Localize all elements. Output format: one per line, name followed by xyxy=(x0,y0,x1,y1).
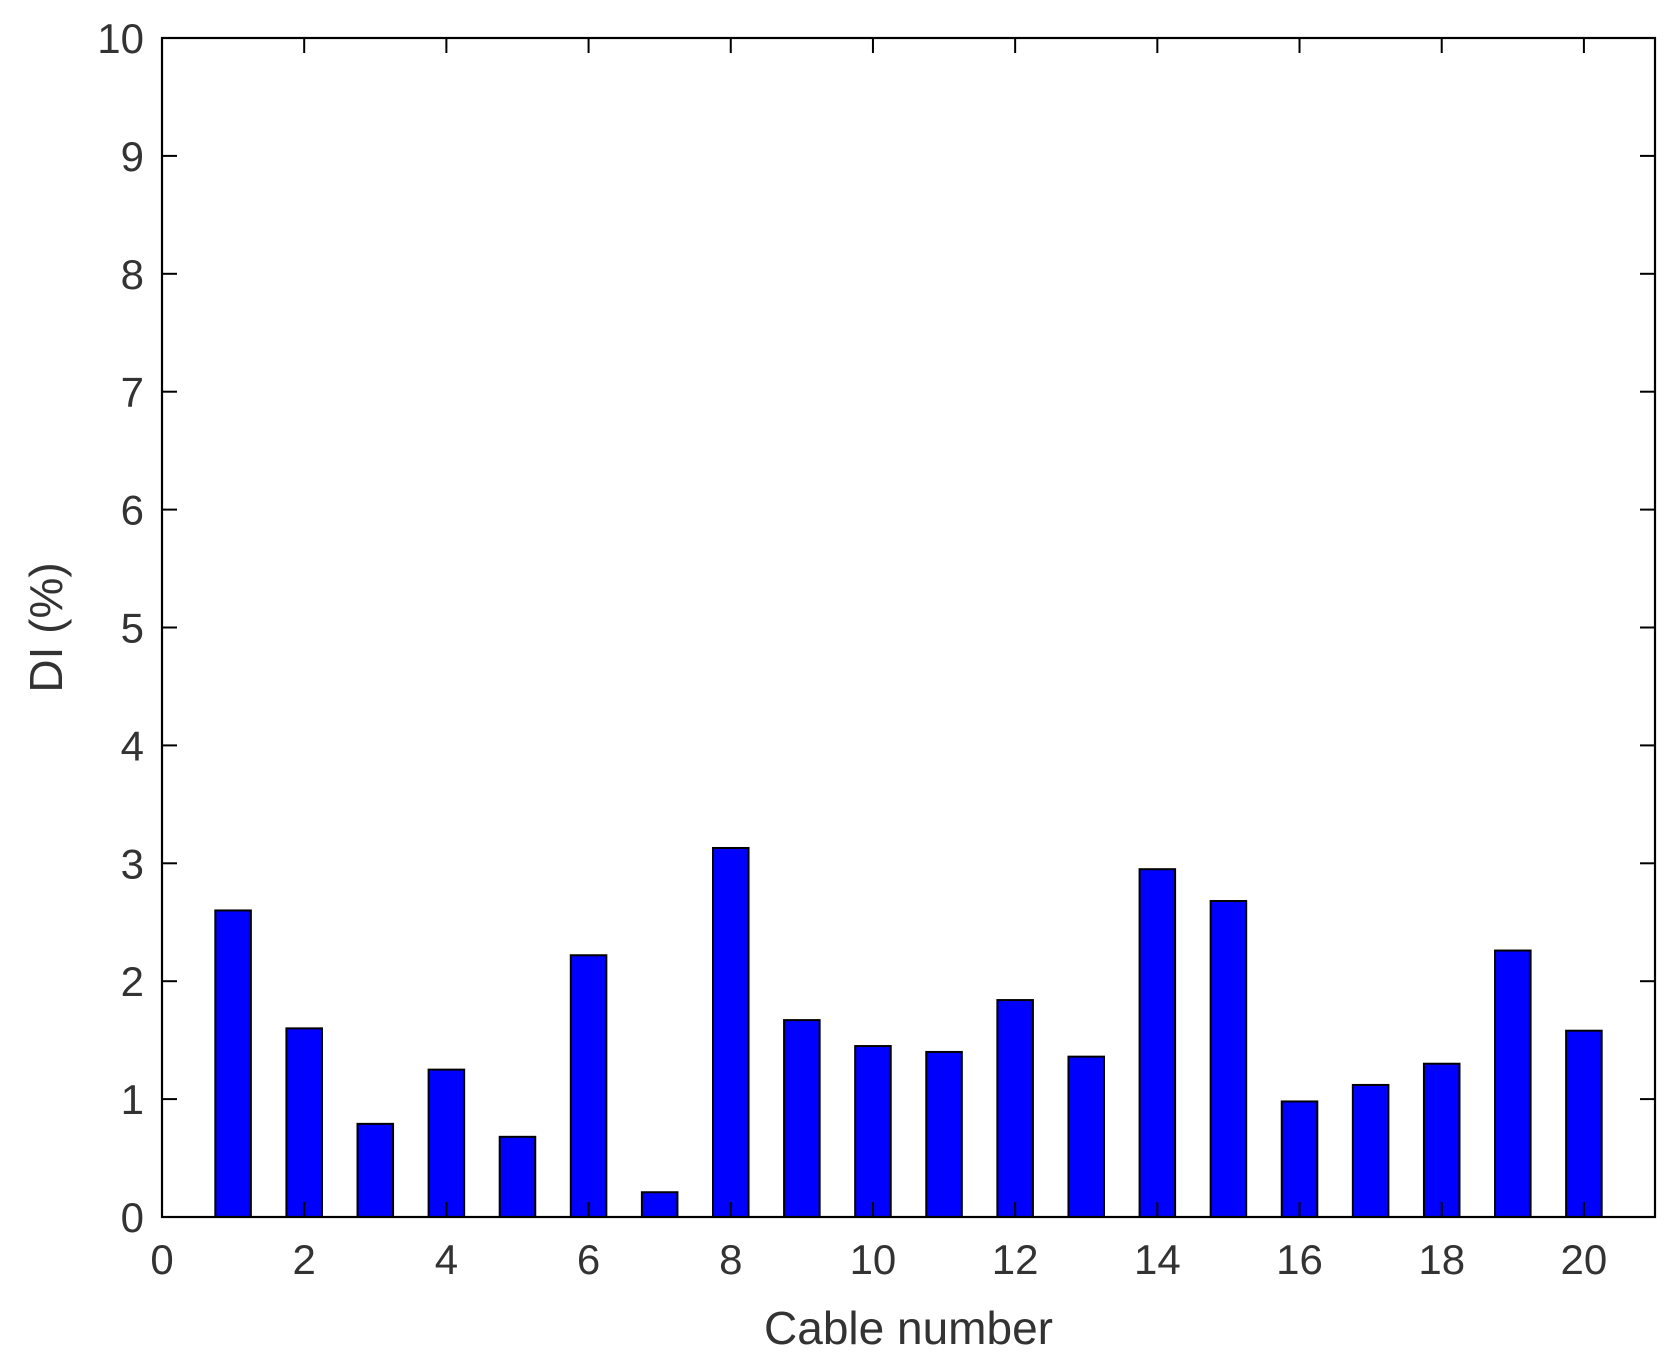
y-tick-label: 10 xyxy=(97,15,144,62)
y-axis-label: DI (%) xyxy=(20,562,72,692)
bar-cable-15 xyxy=(1209,900,1248,1218)
bar-cable-16 xyxy=(1280,1100,1319,1219)
bar-cable-1 xyxy=(214,909,252,1219)
bar-cable-7 xyxy=(640,1191,679,1218)
bar-cable-11 xyxy=(925,1050,963,1218)
bars-layer xyxy=(214,846,1603,1219)
bar-cable-5 xyxy=(498,1135,537,1218)
bar-cable-9 xyxy=(783,1019,821,1218)
bar-cable-3 xyxy=(356,1122,395,1219)
y-tick-label: 0 xyxy=(121,1194,144,1241)
x-tick-label: 2 xyxy=(293,1236,316,1283)
bar-cable-6 xyxy=(569,954,608,1219)
x-tick-label: 10 xyxy=(850,1236,897,1283)
y-tick-label: 5 xyxy=(121,605,144,652)
y-tick-label: 4 xyxy=(121,722,144,769)
bar-cable-4 xyxy=(427,1068,466,1218)
x-tick-label: 6 xyxy=(577,1236,600,1283)
bar-cable-20 xyxy=(1565,1029,1603,1219)
bar-cable-19 xyxy=(1494,949,1532,1219)
bar-cable-13 xyxy=(1067,1055,1106,1218)
x-tick-label: 12 xyxy=(992,1236,1039,1283)
x-tick-label: 4 xyxy=(435,1236,458,1283)
x-tick-label: 18 xyxy=(1418,1236,1465,1283)
plot-frame xyxy=(160,36,1657,1219)
y-tick-label: 8 xyxy=(121,251,144,298)
bar-cable-17 xyxy=(1351,1083,1390,1219)
y-tick-label: 7 xyxy=(121,369,144,416)
y-tick-label: 6 xyxy=(121,487,144,534)
bar-cable-2 xyxy=(285,1027,323,1218)
y-tick-label: 2 xyxy=(121,958,144,1005)
bar-cable-8 xyxy=(711,846,750,1219)
x-tick-label: 14 xyxy=(1134,1236,1181,1283)
y-tick-label: 9 xyxy=(121,133,144,180)
x-axis-label: Cable number xyxy=(764,1302,1053,1354)
x-tick-label: 8 xyxy=(719,1236,742,1283)
bar-cable-12 xyxy=(996,999,1034,1219)
bar-cable-14 xyxy=(1138,868,1177,1218)
x-tick-label: 20 xyxy=(1561,1236,1608,1283)
bar-cable-18 xyxy=(1422,1062,1461,1218)
ticks-layer xyxy=(161,37,1655,1218)
x-tick-label: 16 xyxy=(1276,1236,1323,1283)
y-tick-label: 1 xyxy=(121,1076,144,1123)
bar-cable-10 xyxy=(854,1045,892,1219)
x-tick-label: 0 xyxy=(150,1236,173,1283)
y-tick-label: 3 xyxy=(121,840,144,887)
